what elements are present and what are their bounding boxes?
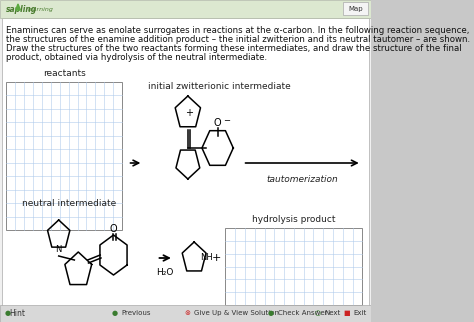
Text: initial zwitterionic intermediate: initial zwitterionic intermediate xyxy=(148,82,291,91)
Text: learning: learning xyxy=(27,6,53,12)
Text: product, obtained via hydrolysis of the neutral intermediate.: product, obtained via hydrolysis of the … xyxy=(6,53,267,62)
Text: hydrolysis product: hydrolysis product xyxy=(252,215,336,224)
Text: N: N xyxy=(55,244,62,253)
Text: ●: ● xyxy=(111,310,118,316)
Text: Give Up & View Solution: Give Up & View Solution xyxy=(194,310,279,316)
Text: +: + xyxy=(185,108,192,118)
Text: ■: ■ xyxy=(343,310,350,316)
Text: sapling: sapling xyxy=(6,5,37,14)
Text: tautomerization: tautomerization xyxy=(266,175,338,184)
Bar xyxy=(6,82,122,230)
Text: ●: ● xyxy=(268,310,274,316)
Text: Map: Map xyxy=(348,5,363,12)
Text: Exit: Exit xyxy=(354,310,367,316)
Bar xyxy=(0,0,371,18)
Text: ⊗: ⊗ xyxy=(184,310,190,316)
Text: ○: ○ xyxy=(315,310,321,316)
Text: Next: Next xyxy=(325,310,341,316)
Text: neutral intermediate: neutral intermediate xyxy=(22,199,116,208)
Text: −: − xyxy=(223,117,230,126)
Text: Previous: Previous xyxy=(121,310,151,316)
Text: O: O xyxy=(109,224,117,234)
Text: +: + xyxy=(212,253,221,263)
Text: O: O xyxy=(214,118,221,128)
Text: H₂O: H₂O xyxy=(156,268,174,277)
Text: ●: ● xyxy=(5,310,11,316)
Text: NH: NH xyxy=(201,253,213,262)
Bar xyxy=(226,228,363,305)
Bar xyxy=(343,2,368,15)
Text: the structures of the enamine addition product – the initial zwitterion and its : the structures of the enamine addition p… xyxy=(6,35,470,44)
Bar xyxy=(0,305,371,322)
Text: Check Answer: Check Answer xyxy=(278,310,328,316)
Text: Enamines can serve as enolate surrogates in reactions at the α-carbon. In the fo: Enamines can serve as enolate surrogates… xyxy=(6,26,470,35)
Text: Draw the structures of the two reactants forming these intermediates, and draw t: Draw the structures of the two reactants… xyxy=(6,44,462,53)
Text: reactants: reactants xyxy=(43,69,86,78)
Text: Hint: Hint xyxy=(9,308,26,317)
Polygon shape xyxy=(16,4,20,10)
